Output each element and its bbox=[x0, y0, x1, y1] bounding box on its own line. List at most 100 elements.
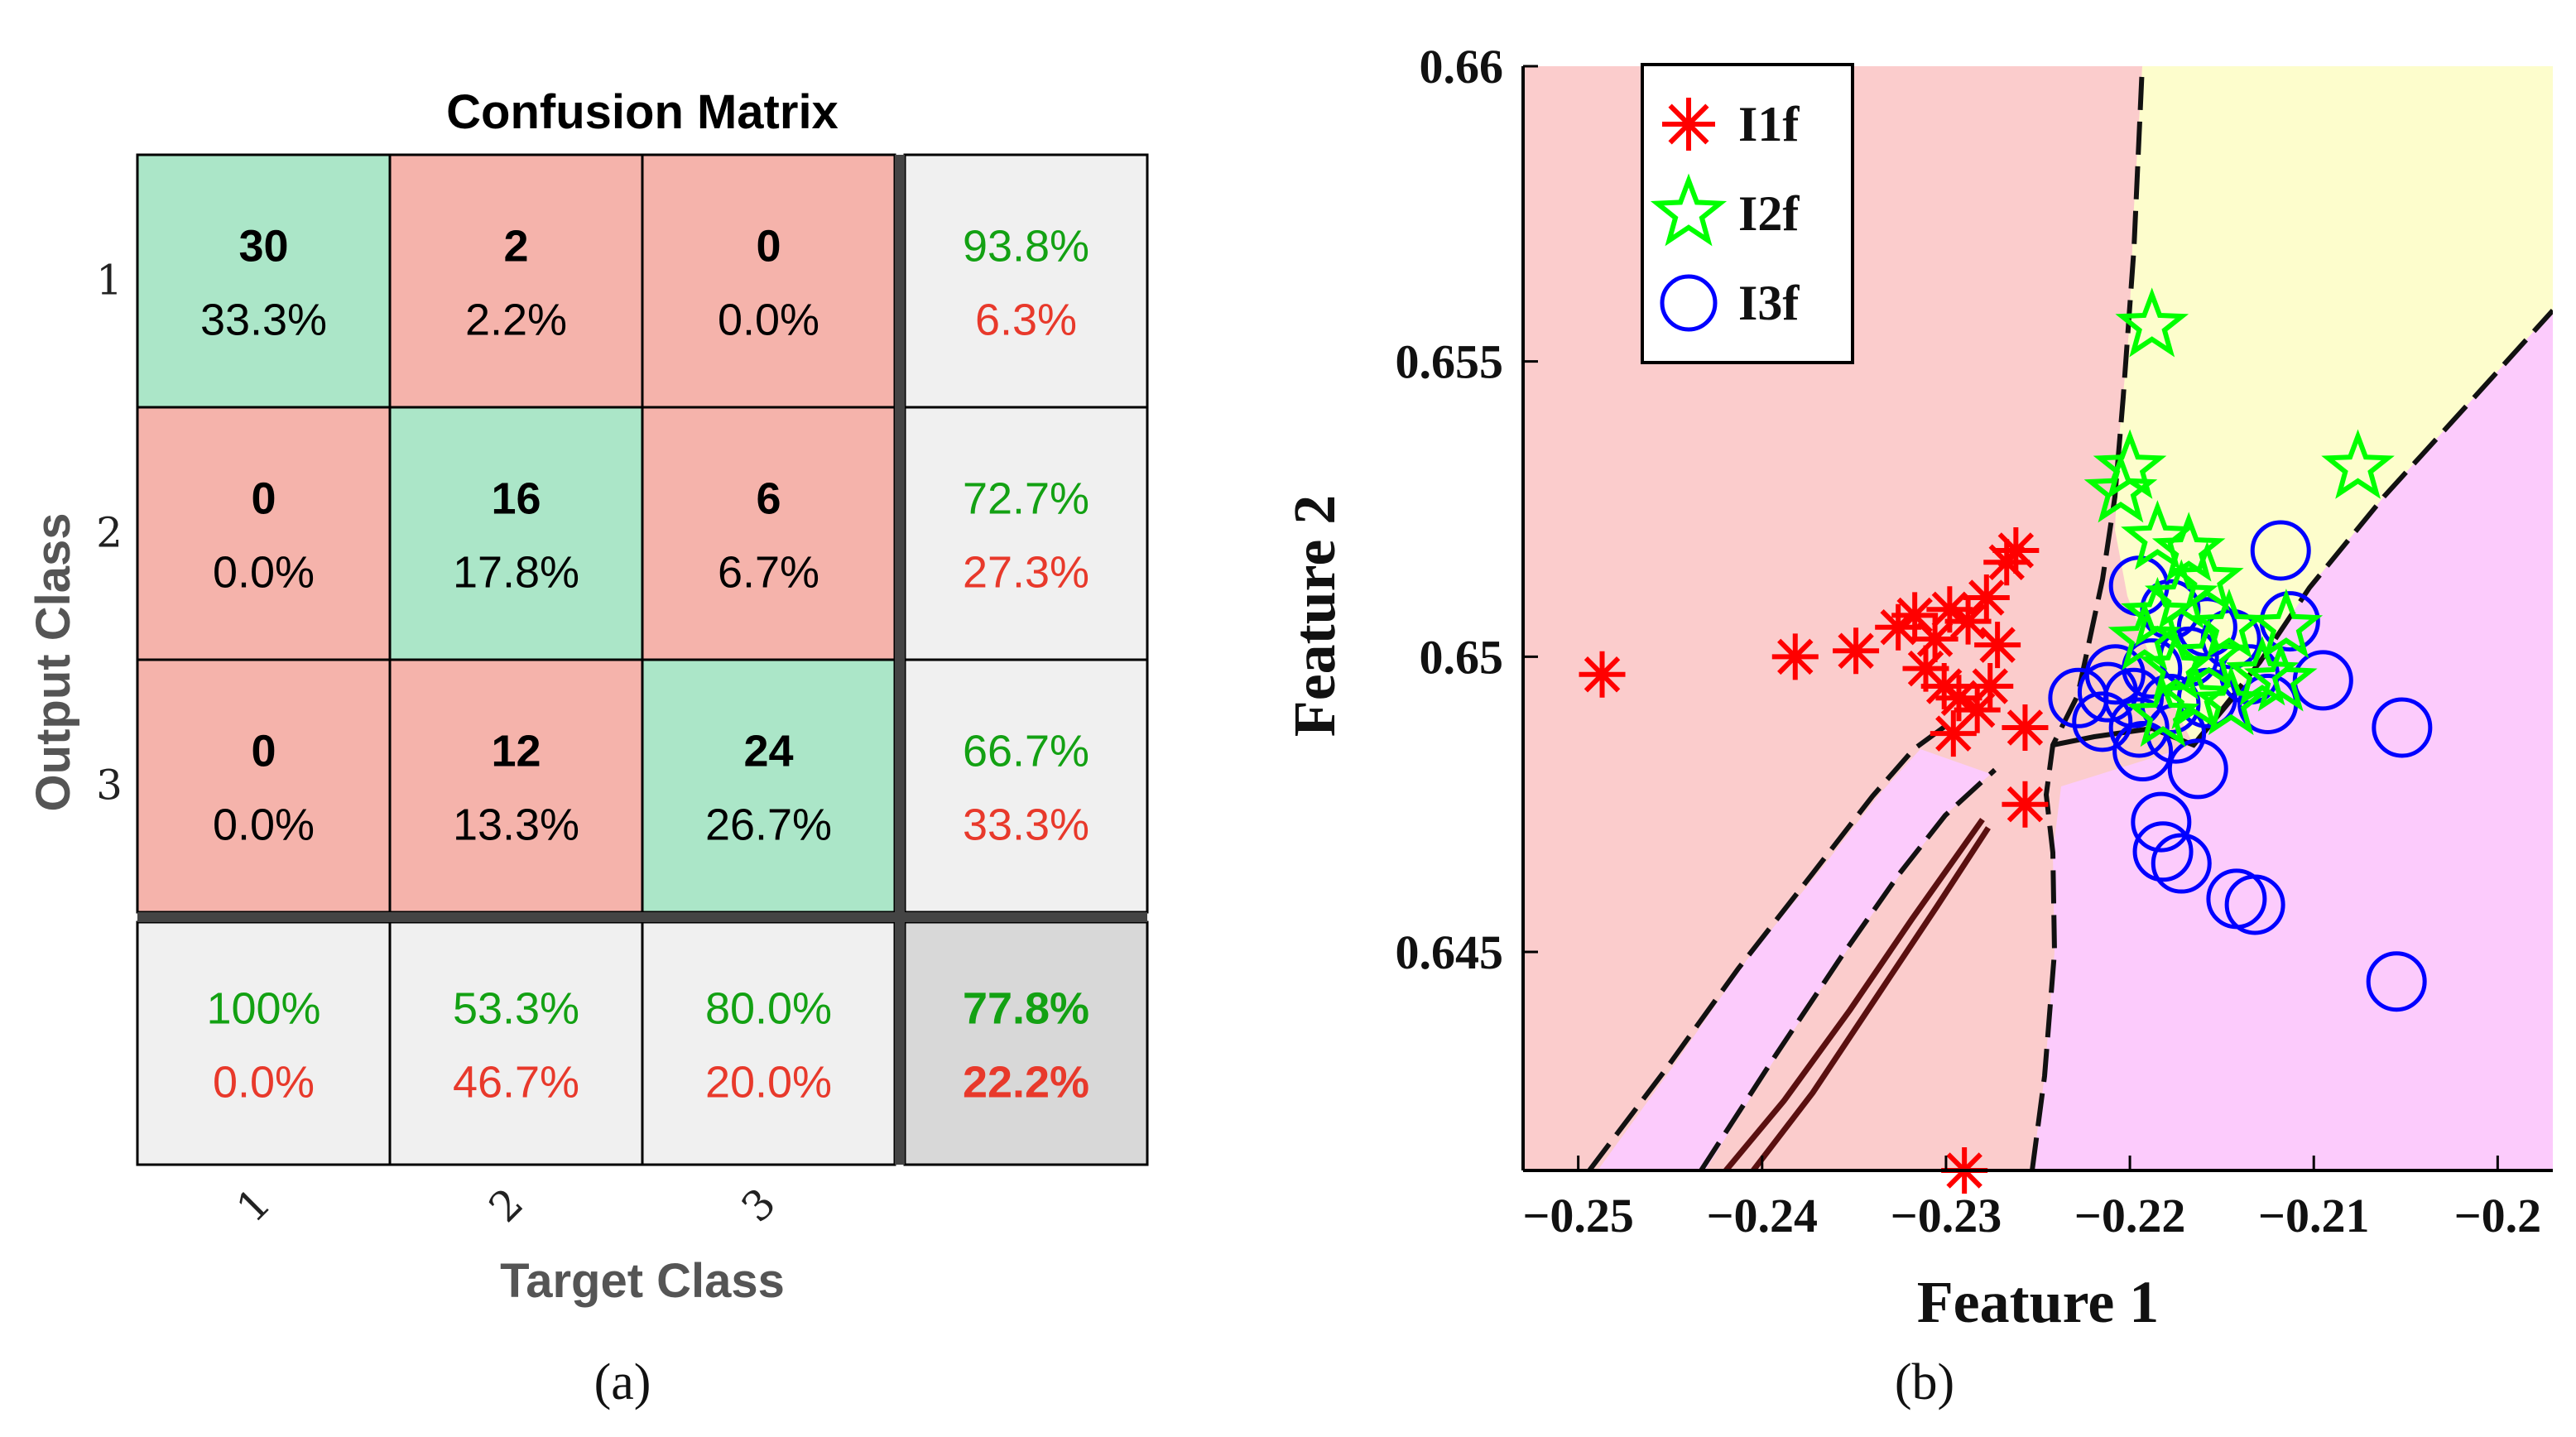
data-point-i3f bbox=[2167, 738, 2228, 800]
boundary-line bbox=[1751, 826, 1991, 1170]
column-summary-cell bbox=[388, 920, 644, 1166]
matrix-cell-percent: 0.0% bbox=[213, 800, 315, 850]
data-point-i1f bbox=[1935, 675, 1982, 722]
region-i1f-strip bbox=[1720, 807, 1987, 1170]
data-point-i3f bbox=[2372, 697, 2433, 758]
overall-accuracy-cell bbox=[903, 920, 1149, 1166]
data-point-i2f bbox=[2107, 600, 2182, 670]
data-point-i1f bbox=[1579, 651, 1626, 698]
data-point-i3f bbox=[2151, 833, 2212, 894]
matrix-cell-value: 0 bbox=[756, 222, 781, 272]
data-point-i3f bbox=[2131, 791, 2192, 853]
column-summary-cell-value: 100% bbox=[206, 984, 320, 1034]
data-point-i3f bbox=[2366, 951, 2427, 1012]
data-point-i1f bbox=[1891, 592, 1939, 639]
target-class-tick: 1 bbox=[228, 1179, 281, 1232]
legend-label-i3f: I3f bbox=[1738, 276, 1800, 330]
column-summary-cell bbox=[641, 920, 896, 1166]
region-i3f-band bbox=[1598, 749, 1991, 1170]
target-class-tick: 2 bbox=[480, 1179, 533, 1232]
confusion-matrix-panel: Confusion Matrix 3033.3%22.2%00.0%93.8%6… bbox=[26, 85, 1149, 1411]
data-point-i1f bbox=[1954, 686, 2001, 733]
matrix-cell-percent: 13.3% bbox=[453, 800, 579, 850]
overall-accuracy-cell-value: 77.8% bbox=[963, 984, 1089, 1034]
data-point-i2f bbox=[2157, 659, 2232, 729]
matrix-cell bbox=[388, 153, 644, 409]
data-point-i2f bbox=[2121, 500, 2194, 570]
scatter-panel: −0.25 −0.24 −0.23 −0.22 −0.21 −0.2 0.645 0.65 0.… bbox=[1281, 40, 2553, 1411]
row-summary-cell-percent: 33.3% bbox=[963, 800, 1089, 850]
row-summary-cell-value: 93.8% bbox=[963, 222, 1089, 272]
row-summary-cell-value: 66.7% bbox=[963, 727, 1089, 776]
matrix-cell-percent: 17.8% bbox=[453, 548, 579, 598]
row-summary-cell-value: 72.7% bbox=[963, 474, 1089, 524]
subfigure-a-label: (a) bbox=[594, 1354, 651, 1411]
data-point-i1f bbox=[1974, 622, 2021, 669]
data-point-i2f bbox=[2151, 512, 2226, 582]
row-summary-cell bbox=[903, 658, 1149, 914]
data-point-i1f bbox=[1902, 645, 1949, 692]
boundary-line bbox=[1699, 767, 1997, 1170]
boundary-line bbox=[2191, 308, 2553, 747]
matrix-cell-percent: 0.0% bbox=[718, 296, 819, 345]
feature-1-label: Feature 1 bbox=[1917, 1269, 2160, 1335]
output-class-tick: 3 bbox=[96, 762, 123, 810]
x-tick-label: −0.22 bbox=[2074, 1189, 2186, 1242]
matrix-cell-value: 0 bbox=[251, 474, 276, 524]
matrix-cell bbox=[136, 153, 392, 409]
matrix-cell bbox=[641, 658, 896, 914]
boundary-line bbox=[2030, 66, 2145, 1170]
region-i2f bbox=[2115, 66, 2553, 745]
data-point-i1f bbox=[1992, 526, 2040, 574]
data-point-i3f bbox=[2250, 520, 2311, 581]
data-point-i1f bbox=[2002, 781, 2049, 828]
subfigure-b-label: (b) bbox=[1895, 1354, 1954, 1411]
matrix-cell bbox=[641, 153, 896, 409]
column-summary-cell-percent: 46.7% bbox=[453, 1058, 579, 1108]
overall-accuracy-cell-percent: 22.2% bbox=[963, 1058, 1089, 1108]
data-point-i3f bbox=[2077, 661, 2138, 723]
data-point-i1f bbox=[1926, 586, 1973, 633]
matrix-cell bbox=[388, 658, 644, 914]
data-point-i2f bbox=[2083, 453, 2158, 523]
data-point-i2f bbox=[2192, 589, 2266, 659]
y-tick-label: 0.645 bbox=[1396, 925, 1504, 979]
column-summary-cell-percent: 20.0% bbox=[705, 1058, 832, 1108]
data-point-i1f bbox=[1944, 598, 1992, 645]
feature-2-label: Feature 2 bbox=[1281, 495, 1348, 738]
target-class-label: Target Class bbox=[500, 1254, 785, 1308]
matrix-cell-value: 0 bbox=[251, 727, 276, 776]
data-point-i2f bbox=[2115, 287, 2189, 358]
data-point-i1f bbox=[2002, 704, 2049, 751]
data-point-i3f bbox=[2072, 691, 2133, 752]
matrix-cell-value: 6 bbox=[756, 474, 781, 524]
summary-separator-vertical bbox=[895, 155, 905, 1165]
legend: I1f I2f I3f bbox=[1641, 63, 1854, 364]
legend-marker-i3f bbox=[1660, 274, 1718, 332]
column-summary-cell-percent: 0.0% bbox=[213, 1058, 315, 1108]
confusion-matrix-separators bbox=[137, 155, 1147, 1165]
y-tick-label: 0.65 bbox=[1420, 630, 1504, 684]
column-summary-cell-value: 53.3% bbox=[453, 984, 579, 1034]
boundary-line bbox=[1723, 817, 1985, 1170]
data-point-i1f bbox=[1911, 615, 1958, 662]
x-tick-label: −0.2 bbox=[2454, 1189, 2542, 1242]
row-summary-cell bbox=[903, 153, 1149, 409]
data-point-i1f bbox=[1875, 603, 1922, 651]
x-tick-label: −0.23 bbox=[1891, 1189, 2002, 1242]
confusion-matrix-grid: 3033.3%22.2%00.0%93.8%6.3%00.0%1617.8%66… bbox=[136, 153, 1149, 1166]
row-summary-cell-percent: 27.3% bbox=[963, 548, 1089, 598]
matrix-cell bbox=[136, 658, 392, 914]
y-tick-label: 0.66 bbox=[1420, 40, 1504, 94]
output-class-label: Output Class bbox=[26, 513, 80, 812]
data-point-i2f bbox=[2243, 642, 2318, 712]
row-summary-cell-percent: 6.3% bbox=[975, 296, 1077, 345]
data-point-i1f bbox=[1930, 710, 1977, 757]
data-point-i3f bbox=[2112, 721, 2174, 782]
summary-separator-horizontal bbox=[137, 912, 1147, 922]
scatter-ticks: −0.25 −0.24 −0.23 −0.22 −0.21 −0.2 0.645 0.65 0.… bbox=[1396, 40, 2542, 1242]
x-tick-label: −0.21 bbox=[2258, 1189, 2370, 1242]
x-tick-label: −0.24 bbox=[1707, 1189, 1819, 1242]
data-point-i2f bbox=[2249, 589, 2324, 659]
